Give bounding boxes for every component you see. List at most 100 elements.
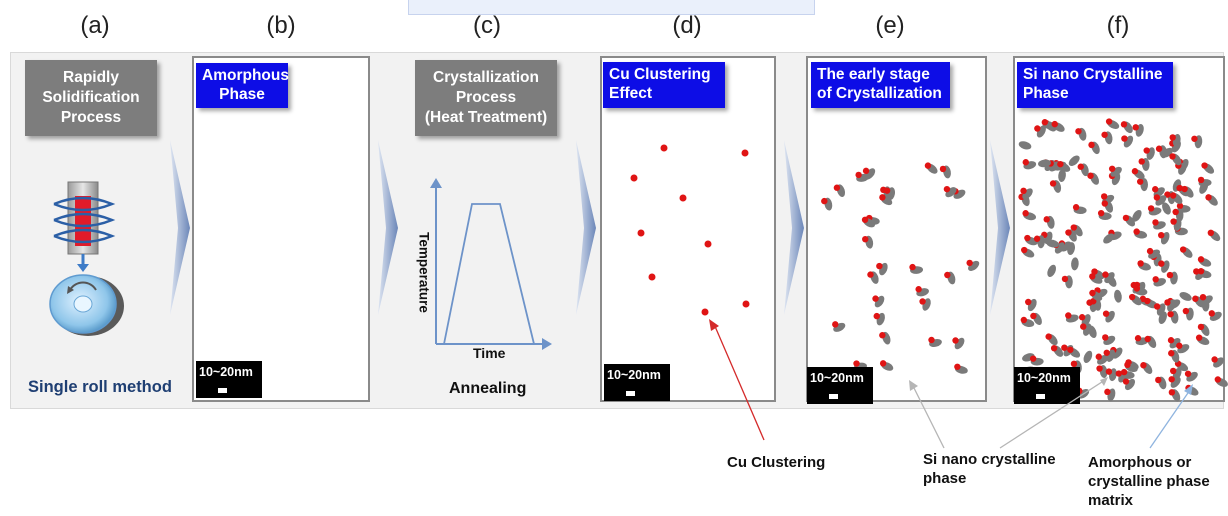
cu-dot [1168, 350, 1175, 357]
cu-dot [1195, 334, 1203, 341]
cu-dot [1065, 312, 1072, 319]
cu-dot [853, 360, 860, 367]
cu-dot [1120, 368, 1128, 376]
cu-dot [1087, 172, 1094, 179]
si-crystal-particle [1068, 155, 1080, 166]
cu-dot [919, 298, 926, 305]
cu-dot [861, 216, 869, 223]
scale-label: 10~20nm [199, 365, 253, 379]
cu-dot [924, 162, 932, 169]
cu-dot [1176, 184, 1183, 192]
cu-dot [1172, 208, 1179, 216]
si-crystal-particle [1162, 202, 1171, 215]
cu-dot [833, 184, 841, 191]
cu-dot [1138, 158, 1145, 165]
cu-clustering-arrowhead [709, 319, 719, 331]
cu-dot [1140, 362, 1147, 369]
top-highlight-bar [408, 0, 815, 15]
annotation-cu-clustering: Cu Clustering [727, 454, 826, 471]
cu-dot [879, 194, 886, 201]
cu-dot [660, 144, 668, 152]
cu-dot [1050, 344, 1058, 352]
cu-dot [1051, 120, 1058, 128]
graph-x-arrowhead [542, 338, 552, 350]
cu-dot [1104, 388, 1111, 396]
cu-clustering-arrow [713, 323, 765, 441]
cu-dot [741, 149, 749, 157]
si-phase-arrowhead-e [909, 380, 918, 391]
cu-dot [862, 167, 870, 175]
scale-label: 10~20nm [810, 371, 864, 385]
scale-tick [218, 388, 227, 393]
cu-dot [1057, 160, 1064, 168]
cu-dot [1181, 185, 1188, 193]
cu-dot [1020, 187, 1027, 195]
panel-a-title: Rapidly Solidification Process [25, 60, 157, 136]
cu-dot [701, 308, 709, 316]
si-crystal-particle [1071, 257, 1079, 271]
cu-dot [742, 300, 750, 308]
cu-dot [1090, 298, 1097, 305]
cu-dot [1197, 268, 1205, 275]
cu-dot [1131, 168, 1139, 175]
scale-label: 10~20nm [1017, 371, 1071, 385]
cu-dot [862, 235, 869, 243]
cu-dot [1158, 231, 1165, 239]
cu-dot [1153, 194, 1161, 201]
cu-dot [915, 286, 922, 293]
cu-dot [1176, 342, 1183, 349]
graph-x-label: Time [473, 345, 506, 361]
cu-dot [1136, 178, 1144, 185]
cu-dot [1137, 260, 1144, 267]
annealing-profile-graph [430, 178, 552, 350]
process-arrow-4 [784, 140, 804, 315]
panel-label-a: (a) [80, 12, 110, 39]
panel-label-d: (d) [672, 12, 702, 39]
cu-dot [1029, 355, 1037, 362]
cu-dot [1144, 335, 1151, 343]
si-crystal-particle [1083, 350, 1093, 364]
cu-dot [1147, 205, 1155, 212]
cu-dot [1170, 218, 1177, 225]
cu-dot [1115, 370, 1123, 377]
scale-tick [829, 394, 838, 399]
cu-dot [1199, 293, 1207, 301]
cu-dot [1146, 247, 1154, 255]
cu-cluster-dots [630, 144, 750, 316]
cu-dot [1022, 210, 1029, 217]
cu-dot [1103, 349, 1110, 356]
cu-dot [943, 185, 951, 193]
panel-d-title: Cu Clustering Effect [603, 62, 725, 108]
si-nano-crystal-particles [1018, 118, 1228, 402]
panel-c-title: Crystallization Process (Heat Treatment) [415, 60, 557, 136]
cu-dot [1193, 268, 1200, 275]
cu-dot [1097, 209, 1105, 217]
cu-dot [704, 240, 712, 248]
si-crystal-particle [1038, 159, 1051, 168]
cu-dot [867, 271, 874, 278]
cu-dot [1169, 134, 1176, 141]
si-crystal-particle [1132, 209, 1142, 222]
cu-dot [1043, 216, 1050, 223]
si-crystal-particle [1018, 141, 1032, 150]
cu-dot [1169, 367, 1177, 375]
process-arrow-3 [576, 140, 596, 315]
cu-dot [1205, 194, 1212, 201]
panel-b-title: Amorphous Phase [196, 63, 289, 108]
cu-dot [1132, 124, 1139, 131]
cu-dot [1105, 368, 1113, 375]
temperature-curve [443, 203, 535, 345]
cu-dot [1061, 344, 1068, 351]
cu-dot [1124, 361, 1131, 369]
cu-dot [1089, 289, 1096, 297]
cu-dot [1120, 121, 1128, 128]
process-arrow-1 [170, 140, 190, 315]
cu-dot [1080, 323, 1087, 330]
cu-dot [873, 312, 880, 320]
cu-dot [1134, 335, 1142, 342]
cu-dot [876, 262, 883, 270]
cu-dot [966, 259, 973, 267]
cu-dot [1133, 228, 1140, 235]
cu-dot [1133, 285, 1141, 292]
